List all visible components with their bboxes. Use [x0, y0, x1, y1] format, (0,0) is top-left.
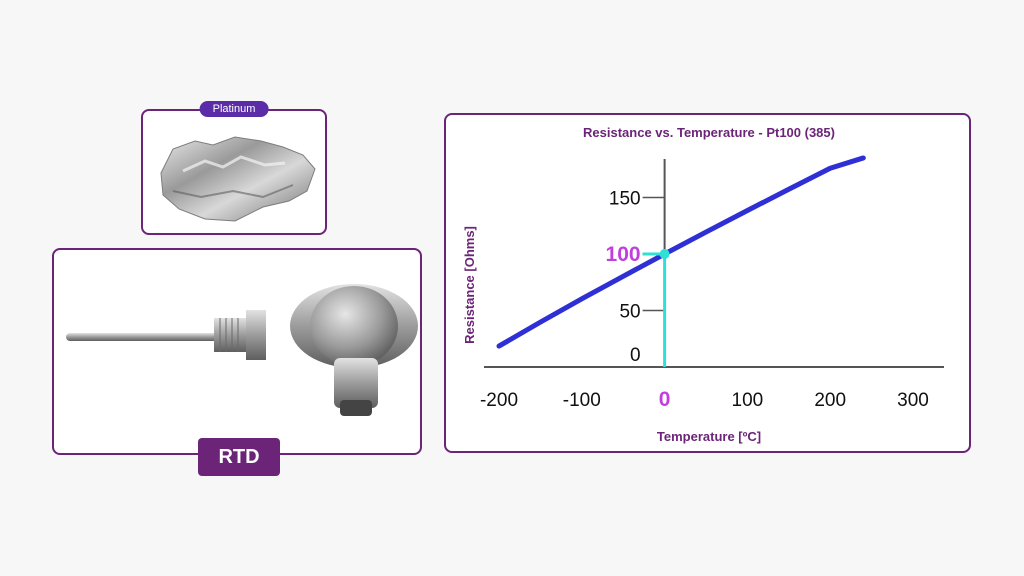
y-tick-label: 0 — [630, 345, 641, 366]
chart-title: Resistance vs. Temperature - Pt100 (385) — [583, 125, 835, 140]
platinum-label: Platinum — [199, 101, 269, 117]
x-axis-title: Temperature [ºC] — [657, 429, 761, 444]
chart-panel: Resistance vs. Temperature - Pt100 (385)… — [444, 113, 971, 453]
x-tick-label: 300 — [897, 390, 929, 411]
rtd-label: RTD — [198, 438, 280, 476]
x-tick-label: 0 — [659, 388, 671, 411]
y-axis-title: Resistance [Ohms] — [462, 226, 477, 344]
x-tick-label: 100 — [732, 390, 764, 411]
y-tick-label: 50 — [619, 302, 640, 323]
x-tick-label: 200 — [814, 390, 846, 411]
y-tick-label: 150 — [609, 189, 641, 210]
resistance-temperature-chart: Resistance vs. Temperature - Pt100 (385)… — [462, 125, 944, 444]
x-tick-label: -200 — [480, 390, 518, 411]
series-line — [496, 155, 866, 349]
highlight-point — [659, 249, 670, 259]
rtd-sensor-image — [66, 284, 418, 416]
platinum-panel: Platinum — [141, 101, 327, 235]
y-tick-label: 100 — [606, 243, 641, 266]
platinum-nugget-image — [160, 136, 316, 222]
rtd-panel: RTD — [52, 248, 422, 476]
x-tick-label: -100 — [563, 390, 601, 411]
